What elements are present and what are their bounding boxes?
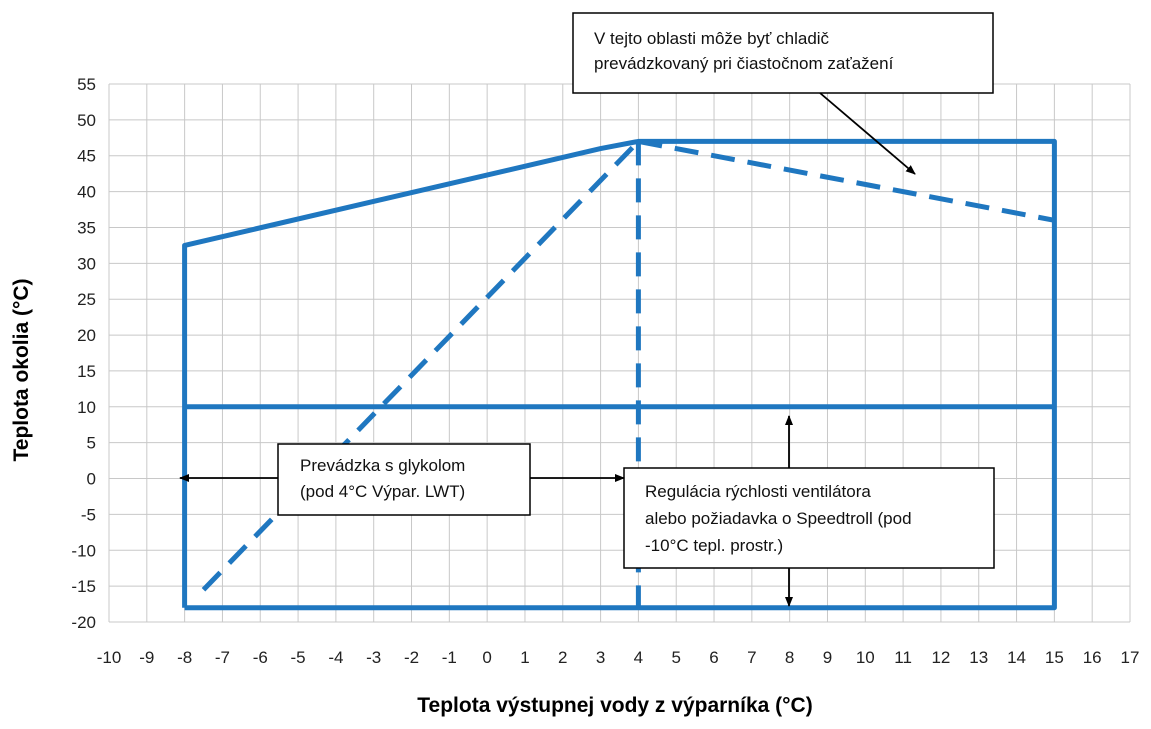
x-tick-label: 16 [1083, 648, 1102, 667]
x-tick-label: -2 [404, 648, 419, 667]
x-tick-label: 5 [671, 648, 680, 667]
x-tick-label: 17 [1121, 648, 1140, 667]
annotation-text: prevádzkovaný pri čiastočnom zaťažení [594, 54, 894, 73]
y-tick-label: -5 [81, 505, 96, 524]
y-axis-title: Teplota okolia (°C) [10, 278, 33, 461]
tick-labels: -10 -9 -8 -7 -6 -5 -4 -3 -2 -1 0 1 2 3 4 5 6 7 8 9 10 11 12 13 1… [71, 75, 1139, 667]
x-tick-label: 15 [1045, 648, 1064, 667]
y-tick-label: 10 [77, 398, 96, 417]
x-tick-label: 14 [1007, 648, 1026, 667]
dashed-limit-line [637, 138, 1055, 223]
x-tick-label: -4 [328, 648, 343, 667]
y-tick-label: 50 [77, 111, 96, 130]
y-tick-label: -10 [71, 541, 96, 560]
x-tick-label: 2 [558, 648, 567, 667]
annotation-text: Prevádzka s glykolom [300, 456, 465, 475]
x-axis-title: Teplota výstupnej vody z výparníka (°C) [417, 694, 812, 717]
annotations: V tejto oblasti môže byť chladič prevádzk… [179, 12, 995, 607]
y-tick-label: -15 [71, 577, 96, 596]
x-tick-label: -8 [177, 648, 192, 667]
annotation-text: V tejto oblasti môže byť chladič [594, 29, 830, 48]
y-tick-label: 0 [87, 470, 96, 489]
x-tick-label: 7 [747, 648, 756, 667]
y-tick-label: 45 [77, 147, 96, 166]
y-tick-label: 40 [77, 183, 96, 202]
annotation-text: -10°C tepl. prostr.) [645, 536, 783, 555]
annotation-box-fan [623, 467, 995, 569]
x-tick-label: 12 [931, 648, 950, 667]
y-tick-label: 20 [77, 326, 96, 345]
x-tick-label: -7 [215, 648, 230, 667]
annotation-box-partial [572, 12, 994, 94]
annotation-arrow [819, 92, 916, 175]
x-tick-label: 10 [856, 648, 875, 667]
y-tick-label: 25 [77, 290, 96, 309]
x-tick-label: 0 [482, 648, 491, 667]
x-tick-label: -1 [442, 648, 457, 667]
x-tick-label: 9 [823, 648, 832, 667]
x-tick-label: 8 [785, 648, 794, 667]
y-tick-label: 15 [77, 362, 96, 381]
x-tick-label: -3 [366, 648, 381, 667]
y-tick-label: 30 [77, 254, 96, 273]
annotation-text: (pod 4°C Výpar. LWT) [300, 482, 465, 501]
x-tick-label: 3 [596, 648, 605, 667]
x-tick-label: -6 [253, 648, 268, 667]
x-tick-label: -5 [291, 648, 306, 667]
x-tick-label: -9 [139, 648, 154, 667]
series-lines [182, 138, 1057, 611]
x-tick-label: 4 [634, 648, 643, 667]
y-tick-label: 35 [77, 218, 96, 237]
y-tick-label: 5 [87, 434, 96, 453]
x-tick-label: 1 [520, 648, 529, 667]
x-tick-label: 6 [709, 648, 718, 667]
y-tick-label: -20 [71, 613, 96, 632]
y-tick-label: 55 [77, 75, 96, 94]
dashed-limit-line [201, 139, 641, 592]
x-tick-label: -10 [97, 648, 122, 667]
annotation-text: Regulácia rýchlosti ventilátora [645, 482, 871, 501]
x-tick-label: 11 [894, 648, 912, 667]
annotation-box-glycol [277, 443, 531, 516]
x-tick-label: 13 [969, 648, 988, 667]
annotation-text: alebo požiadavka o Speedtroll (pod [645, 509, 912, 528]
